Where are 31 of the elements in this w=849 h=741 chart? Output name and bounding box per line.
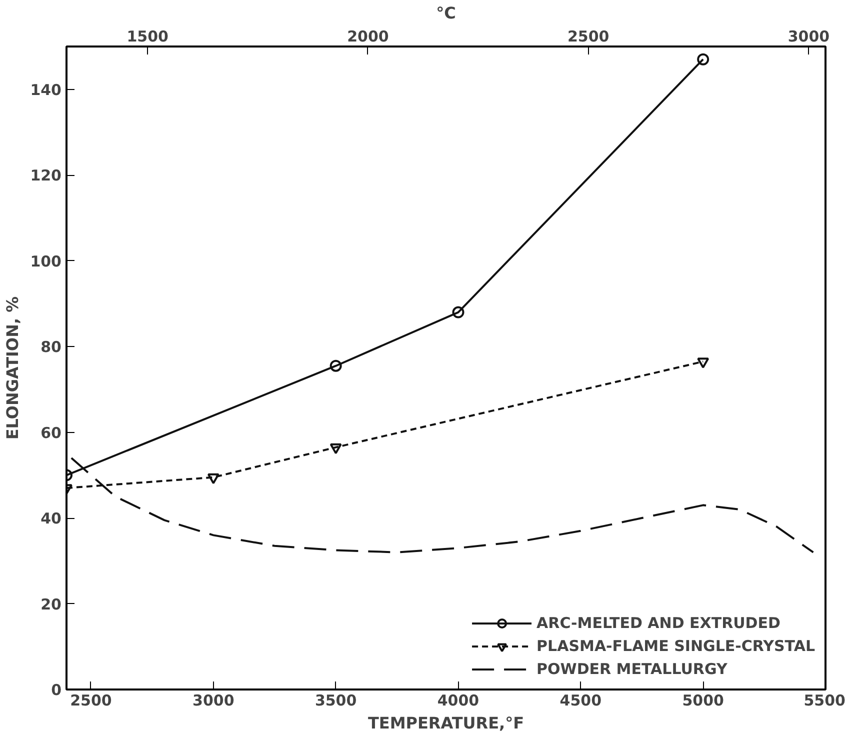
y-tick-label: 100 <box>30 252 62 270</box>
x-tick-label: 4500 <box>560 692 602 710</box>
y-tick-label: 140 <box>30 80 62 99</box>
x2-axis-title: °C <box>436 4 456 22</box>
point <box>330 360 342 372</box>
x-tick-label: 3000 <box>192 692 234 710</box>
x-tick-label: 4000 <box>437 692 480 710</box>
x-tick-label: 5000 <box>682 692 724 710</box>
x-tick-label: 3500 <box>314 692 357 710</box>
x-axis-title: TEMPERATURE,°F <box>368 714 524 732</box>
y-tick-label: 60 <box>40 424 62 442</box>
point <box>697 358 710 368</box>
x-tick-label: 5500 <box>804 692 846 710</box>
legend-label: POWDER METALLURGY <box>536 660 728 678</box>
point <box>697 53 710 66</box>
x2-tick-label: 3000 <box>788 28 830 46</box>
legend-label: PLASMA-FLAME SINGLE-CRYSTAL <box>536 637 815 655</box>
x2-tick-label: 2500 <box>567 28 610 46</box>
point <box>207 473 220 484</box>
y-tick-label: 40 <box>40 510 62 528</box>
x-tick-label: 2500 <box>70 692 112 710</box>
legend-label: ARC-MELTED AND EXTRUDED <box>536 614 780 632</box>
y-axis-title: ELONGATION, % <box>3 296 22 440</box>
x2-tick-label: 1500 <box>126 28 168 46</box>
point <box>452 306 464 318</box>
point <box>330 443 342 454</box>
x2-tick-label: 2000 <box>347 28 389 46</box>
y-tick-label: 80 <box>40 338 62 356</box>
y-tick-label: 20 <box>40 595 62 614</box>
y-tick-label: 0 <box>51 681 62 699</box>
y-tick-label: 120 <box>30 166 62 185</box>
